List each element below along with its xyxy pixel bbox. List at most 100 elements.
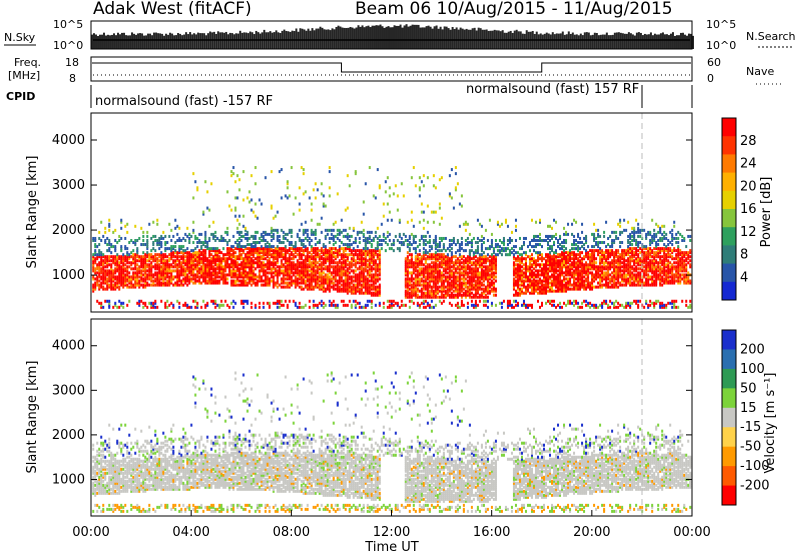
- range-cell: [266, 271, 269, 275]
- range-cell: [418, 283, 421, 287]
- range-cell: [426, 275, 429, 279]
- range-cell: [432, 277, 435, 281]
- range-cell: [236, 275, 239, 279]
- range-cell: [260, 283, 263, 287]
- range-cell: [162, 269, 165, 273]
- range-cell: [92, 283, 95, 287]
- range-cell: [186, 247, 189, 251]
- range-cell: [388, 238, 391, 242]
- range-cell: [302, 267, 305, 271]
- range-cell: [364, 251, 367, 255]
- range-cell: [390, 301, 393, 305]
- range-cell: [130, 277, 133, 281]
- range-cell: [216, 281, 219, 285]
- nsky-bar: [317, 28, 320, 49]
- range-cell: [314, 285, 317, 289]
- range-cell: [551, 265, 554, 269]
- range-cell: [130, 283, 133, 287]
- range-cell: [110, 287, 113, 291]
- range-cell: [152, 259, 155, 263]
- range-cell: [474, 303, 477, 307]
- range-cell: [474, 293, 477, 297]
- range-cell: [226, 263, 229, 267]
- range-cell: [134, 261, 137, 265]
- range-cell: [176, 277, 179, 281]
- range-cell: [524, 269, 527, 273]
- range-cell: [428, 295, 431, 299]
- range-cell: [378, 249, 381, 253]
- range-cell: [230, 283, 233, 287]
- range-cell: [194, 247, 197, 251]
- range-cell: [492, 289, 495, 293]
- range-cell: [386, 234, 389, 238]
- nsky-bar: [229, 32, 232, 49]
- range-cell: [416, 263, 419, 267]
- range-cell: [484, 285, 487, 289]
- range-cell: [200, 247, 203, 251]
- range-cell: [202, 299, 205, 303]
- range-cell: [490, 241, 493, 245]
- range-cell: [332, 255, 335, 259]
- range-cell: [142, 267, 145, 271]
- range-cell: [288, 228, 291, 232]
- range-cell: [206, 303, 209, 307]
- range-cell: [278, 265, 281, 269]
- range-cell: [186, 265, 189, 269]
- range-cell: [326, 279, 329, 283]
- range-cell: [294, 303, 297, 307]
- range-cell: [510, 251, 513, 255]
- range-cell: [412, 247, 415, 251]
- range-cell: [354, 249, 357, 253]
- range-cell: [178, 238, 181, 242]
- range-cell: [472, 263, 475, 267]
- range-cell: [553, 243, 556, 247]
- range-cell: [272, 285, 275, 289]
- range-cell: [202, 212, 205, 216]
- range-cell: [518, 293, 521, 297]
- range-cell: [514, 269, 517, 273]
- range-cell: [332, 228, 335, 232]
- range-cell: [454, 271, 457, 275]
- range-cell: [272, 253, 275, 257]
- range-cell: [374, 230, 377, 234]
- range-cell: [190, 249, 193, 253]
- range-cell: [308, 241, 311, 245]
- range-cell: [342, 289, 345, 293]
- range-cell: [410, 289, 413, 293]
- range-cell: [174, 245, 177, 249]
- range-cell: [300, 287, 303, 291]
- range-cell: [524, 305, 527, 309]
- range-cell: [418, 295, 421, 299]
- range-cell: [300, 261, 303, 265]
- range-cell: [476, 218, 479, 222]
- range-cell: [302, 253, 305, 257]
- range-cell: [202, 263, 205, 267]
- range-cell: [296, 232, 299, 236]
- range-cell: [396, 208, 399, 212]
- range-cell: [434, 291, 437, 295]
- range-cell: [360, 283, 363, 287]
- range-cell: [250, 245, 253, 249]
- range-cell: [406, 263, 409, 267]
- range-cell: [146, 238, 149, 242]
- range-cell: [432, 285, 435, 289]
- range-cell: [146, 230, 149, 234]
- nsky-bar: [553, 34, 556, 49]
- range-cell: [174, 283, 177, 287]
- range-cell: [156, 279, 159, 283]
- range-cell: [547, 289, 550, 293]
- range-cell: [244, 265, 247, 269]
- range-cell: [334, 275, 337, 279]
- nsky-bar: [455, 27, 458, 49]
- range-cell: [410, 283, 413, 287]
- nsky-bar: [343, 27, 346, 49]
- range-cell: [148, 255, 151, 259]
- range-cell: [150, 277, 153, 281]
- range-cell: [532, 238, 535, 242]
- range-cell: [530, 259, 533, 263]
- range-cell: [557, 253, 560, 257]
- range-cell: [254, 247, 257, 251]
- range-cell: [356, 245, 359, 249]
- range-cell: [252, 245, 255, 249]
- range-cell: [234, 247, 237, 251]
